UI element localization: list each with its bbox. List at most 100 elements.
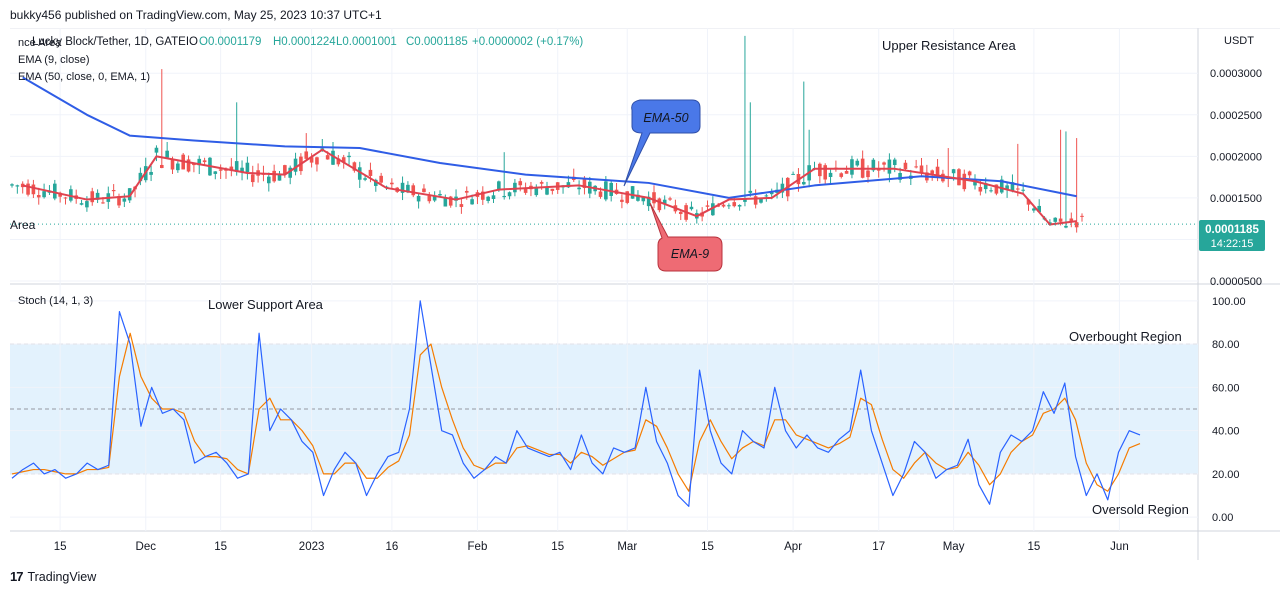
candle-body <box>539 182 544 184</box>
grid-group <box>10 28 1198 531</box>
ema50-callout-text: EMA-50 <box>643 111 688 125</box>
publish-line: bukky456 published on TradingView.com, M… <box>10 8 382 22</box>
ema9-callout <box>649 202 723 272</box>
ema50-callout <box>623 99 701 187</box>
candle-body <box>534 187 539 196</box>
candle-body <box>448 196 453 206</box>
candle-body <box>422 188 426 193</box>
candle-body <box>288 167 292 178</box>
ohlc-low: L0.0001001 <box>336 36 397 48</box>
candle-body <box>951 169 956 174</box>
candle-body <box>368 169 373 176</box>
candle-body <box>1064 225 1068 228</box>
candle-body <box>957 169 961 186</box>
candle-body <box>1010 182 1015 192</box>
oversold-label: Oversold Region <box>1092 502 1189 517</box>
candle-body <box>283 165 287 175</box>
candle-body <box>111 190 116 192</box>
candle-body <box>743 198 747 202</box>
candle-body <box>192 163 196 166</box>
left-cut-label-mid: Area <box>10 218 36 232</box>
ohlc-close: C0.0001185 <box>406 36 468 48</box>
candle-body <box>636 194 640 201</box>
x-tick-label: Mar <box>617 541 637 553</box>
candle-body <box>202 160 207 163</box>
overbought-label: Overbought Region <box>1069 329 1182 344</box>
chart-frame[interactable]: 15 Dec 15 2023 16 Feb 15 Mar 15 Apr 17 May 15 Jun 0.00… <box>10 28 1280 560</box>
x-tick-label: 17 <box>872 541 885 553</box>
candle-body <box>989 190 993 192</box>
main-y-tick-label: 0.0002500 <box>1210 110 1262 122</box>
candle-body <box>411 185 416 196</box>
candle-body <box>250 174 255 183</box>
candle-body <box>678 211 683 215</box>
upper-resistance-label: Upper Resistance Area <box>882 38 1016 53</box>
candle-body <box>390 182 394 185</box>
candle-body <box>53 183 57 199</box>
candle-body <box>165 150 169 158</box>
ema9-legend[interactable]: EMA (9, close) <box>18 54 90 66</box>
candle-body <box>711 203 715 216</box>
main-y-tick-label: 0.0003000 <box>1210 68 1262 80</box>
stoch-d-line <box>11 332 1141 492</box>
candle-body <box>79 203 84 205</box>
candle-body <box>58 192 62 197</box>
tradingview-footer[interactable]: 17 TradingView <box>10 569 96 584</box>
candle-body <box>101 202 105 204</box>
left-cut-label-top: nce Area <box>18 37 62 49</box>
candle-body <box>1058 218 1063 222</box>
ema9-callout-text: EMA-9 <box>671 247 709 261</box>
x-tick-label: 15 <box>701 541 714 553</box>
candle-body <box>748 190 753 193</box>
candle-body <box>379 175 383 183</box>
candle-body <box>186 159 191 172</box>
stoch-series-group <box>11 300 1141 507</box>
candle-body <box>15 185 20 187</box>
candle-body <box>577 187 581 190</box>
stoch-legend[interactable]: Stoch (14, 1, 3) <box>18 295 93 307</box>
candle-body <box>341 157 346 163</box>
main-pane[interactable] <box>10 28 1198 283</box>
candle-body <box>315 157 319 165</box>
stoch-y-tick-label: 100.00 <box>1212 296 1246 308</box>
ema50-legend[interactable]: EMA (50, close, 0, EMA, 1) <box>18 71 150 83</box>
candle-body <box>26 183 30 195</box>
candle-body <box>432 195 437 201</box>
x-tick-label: 15 <box>214 541 227 553</box>
candle-body <box>646 196 651 207</box>
current-price-label <box>1199 220 1265 251</box>
candle-body <box>20 183 25 188</box>
ohlc-change: +0.0000002 (+0.17%) <box>472 36 583 48</box>
candle-body <box>668 198 672 200</box>
candle-body <box>127 188 132 201</box>
candle-body <box>406 184 410 193</box>
candle-body <box>999 179 1004 193</box>
currency-label: USDT <box>1224 35 1254 47</box>
candle-body <box>234 161 239 172</box>
current-price-text: 0.0001185 <box>1205 224 1259 236</box>
candle-body <box>176 163 180 171</box>
candle-body <box>620 199 624 202</box>
candle-body <box>491 195 496 200</box>
candle-body <box>90 191 95 203</box>
symbol-line[interactable]: Lucky Block/Tether, 1D, GATEIO <box>32 36 198 48</box>
candle-body <box>240 167 244 173</box>
candle-body <box>727 205 731 207</box>
candle-body <box>802 181 806 185</box>
candle-body <box>935 166 940 178</box>
candle-body <box>844 171 849 174</box>
candle-body <box>609 182 613 196</box>
candle-body <box>1069 218 1074 222</box>
candle-body <box>582 179 587 189</box>
candle-body <box>486 196 490 201</box>
stoch-y-tick-label: 80.00 <box>1212 339 1240 351</box>
candle-body <box>170 159 175 170</box>
candle-body <box>1032 208 1036 211</box>
x-tick-label: 15 <box>551 541 564 553</box>
x-tick-label: Jun <box>1110 541 1129 553</box>
candle-body <box>160 164 164 169</box>
candle-body <box>769 191 774 195</box>
candle-body <box>657 198 662 211</box>
candle-body <box>983 183 988 190</box>
candle-body <box>545 187 549 195</box>
